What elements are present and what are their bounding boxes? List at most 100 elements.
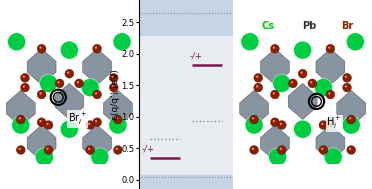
Circle shape xyxy=(67,71,69,74)
Circle shape xyxy=(326,118,335,127)
Polygon shape xyxy=(240,90,269,126)
Circle shape xyxy=(256,76,258,78)
Circle shape xyxy=(328,46,330,49)
Circle shape xyxy=(55,79,64,88)
Circle shape xyxy=(86,121,94,129)
Circle shape xyxy=(65,69,74,78)
Circle shape xyxy=(250,146,259,154)
Polygon shape xyxy=(83,49,112,85)
Circle shape xyxy=(113,33,131,51)
Polygon shape xyxy=(27,125,56,161)
Circle shape xyxy=(273,92,275,94)
Circle shape xyxy=(241,33,259,51)
Circle shape xyxy=(88,148,90,150)
Polygon shape xyxy=(316,125,345,161)
Circle shape xyxy=(86,146,94,154)
Circle shape xyxy=(57,81,60,83)
Circle shape xyxy=(95,46,97,49)
Circle shape xyxy=(46,123,49,125)
Circle shape xyxy=(75,79,83,88)
Circle shape xyxy=(319,146,328,154)
Circle shape xyxy=(310,81,312,83)
Polygon shape xyxy=(288,83,317,119)
Circle shape xyxy=(314,79,333,97)
Circle shape xyxy=(280,148,282,150)
Circle shape xyxy=(270,44,279,53)
Circle shape xyxy=(91,148,109,166)
Circle shape xyxy=(291,81,293,83)
Circle shape xyxy=(39,74,58,92)
Circle shape xyxy=(349,117,351,119)
Polygon shape xyxy=(55,83,84,119)
Polygon shape xyxy=(83,125,112,161)
Circle shape xyxy=(23,76,25,78)
Polygon shape xyxy=(337,90,366,126)
Circle shape xyxy=(93,44,102,53)
Circle shape xyxy=(16,146,25,154)
Circle shape xyxy=(301,71,303,74)
Circle shape xyxy=(19,148,21,150)
Circle shape xyxy=(321,148,323,150)
Circle shape xyxy=(109,116,127,134)
Circle shape xyxy=(46,148,49,150)
Circle shape xyxy=(270,90,279,99)
Text: -/+: -/+ xyxy=(142,144,154,153)
Circle shape xyxy=(346,33,364,51)
Circle shape xyxy=(245,116,263,134)
Circle shape xyxy=(273,74,291,92)
Circle shape xyxy=(252,148,254,150)
Circle shape xyxy=(8,33,26,51)
Circle shape xyxy=(252,117,254,119)
Circle shape xyxy=(20,73,29,82)
Circle shape xyxy=(278,146,286,154)
Circle shape xyxy=(294,120,312,138)
Circle shape xyxy=(39,46,42,49)
Circle shape xyxy=(319,121,328,129)
Circle shape xyxy=(278,121,286,129)
Circle shape xyxy=(44,121,53,129)
Circle shape xyxy=(37,118,46,127)
Circle shape xyxy=(60,120,78,138)
Circle shape xyxy=(328,120,330,122)
Circle shape xyxy=(345,85,347,88)
Circle shape xyxy=(308,79,317,88)
Circle shape xyxy=(12,116,30,134)
Circle shape xyxy=(16,115,25,124)
Text: Pb: Pb xyxy=(302,21,317,31)
Circle shape xyxy=(116,148,118,150)
Circle shape xyxy=(116,117,118,119)
Circle shape xyxy=(39,92,42,94)
Circle shape xyxy=(342,116,360,134)
Circle shape xyxy=(349,148,351,150)
Polygon shape xyxy=(260,49,289,85)
Text: Cs: Cs xyxy=(262,21,275,31)
Circle shape xyxy=(109,83,118,92)
Circle shape xyxy=(326,90,335,99)
Text: H$_i^+$: H$_i^+$ xyxy=(326,115,342,131)
Circle shape xyxy=(256,85,258,88)
Circle shape xyxy=(88,123,90,125)
Circle shape xyxy=(347,115,356,124)
Circle shape xyxy=(250,115,259,124)
Polygon shape xyxy=(316,49,345,85)
Circle shape xyxy=(324,148,342,166)
Circle shape xyxy=(95,120,97,122)
Polygon shape xyxy=(6,90,35,126)
Circle shape xyxy=(294,41,312,59)
Polygon shape xyxy=(260,125,289,161)
Circle shape xyxy=(37,44,46,53)
Circle shape xyxy=(289,79,297,88)
Circle shape xyxy=(20,83,29,92)
Circle shape xyxy=(321,123,323,125)
Circle shape xyxy=(343,73,352,82)
Circle shape xyxy=(93,90,102,99)
Circle shape xyxy=(280,123,282,125)
Circle shape xyxy=(112,85,114,88)
Circle shape xyxy=(270,118,279,127)
Circle shape xyxy=(347,146,356,154)
Circle shape xyxy=(39,120,42,122)
Circle shape xyxy=(44,146,53,154)
Circle shape xyxy=(112,76,114,78)
Circle shape xyxy=(35,148,54,166)
Circle shape xyxy=(77,81,79,83)
